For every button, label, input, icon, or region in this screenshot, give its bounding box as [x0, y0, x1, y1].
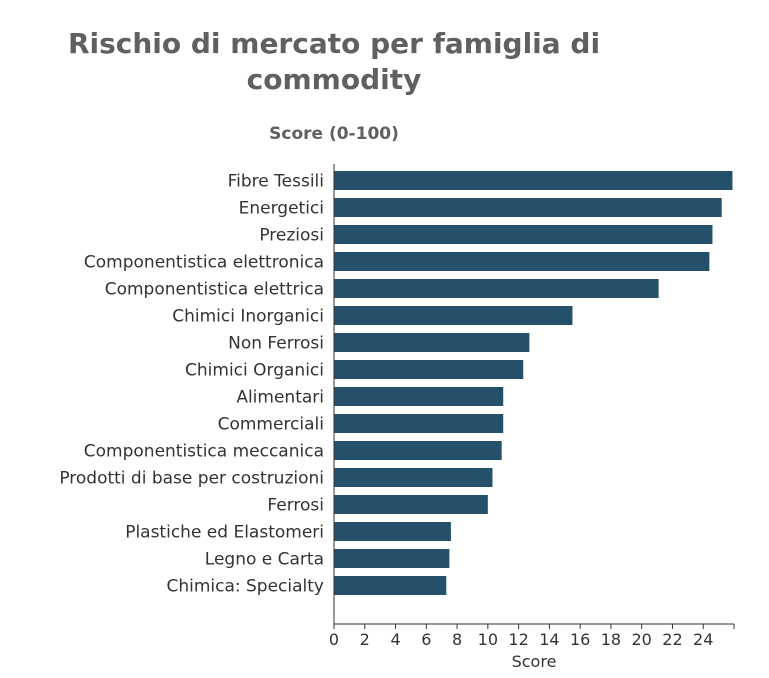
category-label-12: Ferrosi — [267, 496, 324, 516]
bar-9 — [334, 414, 504, 433]
chart-subtitle: Score (0-100) — [269, 124, 399, 144]
bar-13 — [334, 522, 451, 541]
x-tick-label-8: 16 — [570, 630, 590, 649]
category-label-2: Preziosi — [259, 226, 324, 246]
x-tick-label-9: 18 — [601, 630, 621, 649]
x-tick-label-4: 8 — [452, 630, 462, 649]
x-tick-label-7: 14 — [539, 630, 559, 649]
bar-15 — [334, 576, 447, 595]
bar-2 — [334, 225, 713, 244]
category-label-0: Fibre Tessili — [228, 172, 324, 192]
x-tick-label-1: 2 — [360, 630, 370, 649]
bar-3 — [334, 252, 710, 271]
x-tick-label-6: 12 — [508, 630, 528, 649]
x-tick-label-3: 6 — [421, 630, 431, 649]
category-label-5: Chimici Inorganici — [172, 307, 324, 327]
category-label-10: Componentistica meccanica — [84, 442, 324, 462]
x-axis-title: Score — [512, 652, 557, 671]
category-label-11: Prodotti di base per costruzioni — [59, 469, 324, 489]
bar-6 — [334, 333, 530, 352]
x-tick-label-0: 0 — [329, 630, 339, 649]
category-label-8: Alimentari — [236, 388, 324, 408]
category-label-15: Chimica: Specialty — [166, 577, 324, 597]
bars-group — [334, 171, 733, 595]
chart-title: Rischio di mercato per famiglia di commo… — [67, 27, 601, 96]
x-tick-label-5: 10 — [478, 630, 498, 649]
bar-12 — [334, 495, 488, 514]
category-label-14: Legno e Carta — [205, 550, 324, 570]
category-labels: Fibre Tessili Energetici Preziosi Component… — [59, 172, 324, 597]
bar-5 — [334, 306, 573, 325]
category-label-9: Commerciali — [218, 415, 324, 435]
x-tick-label-11: 22 — [662, 630, 682, 649]
category-label-1: Energetici — [239, 199, 324, 219]
x-tick-label-2: 4 — [390, 630, 400, 649]
category-label-4: Componentistica elettrica — [105, 280, 324, 300]
x-tick-label-12: 24 — [693, 630, 713, 649]
x-tick-label-10: 20 — [632, 630, 652, 649]
category-label-13: Plastiche ed Elastomeri — [125, 523, 324, 543]
bar-1 — [334, 198, 722, 217]
bar-8 — [334, 387, 504, 406]
bar-4 — [334, 279, 659, 298]
x-ticks: 0 2 4 6 8 10 12 14 16 18 20 22 24 — [329, 624, 735, 649]
bar-11 — [334, 468, 493, 487]
bar-10 — [334, 441, 502, 460]
category-label-7: Chimici Organici — [185, 361, 324, 381]
category-label-6: Non Ferrosi — [228, 334, 324, 354]
bar-0 — [334, 171, 733, 190]
bar-7 — [334, 360, 524, 379]
category-label-3: Componentistica elettronica — [84, 253, 324, 273]
bar-14 — [334, 549, 450, 568]
